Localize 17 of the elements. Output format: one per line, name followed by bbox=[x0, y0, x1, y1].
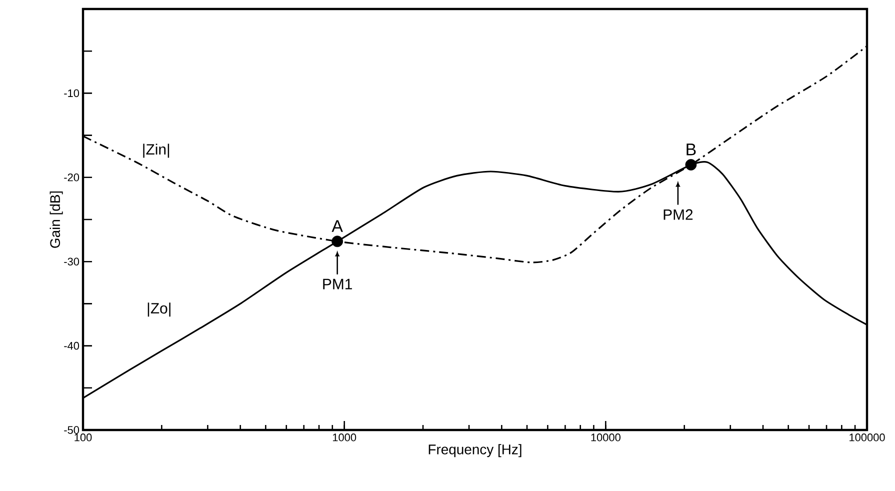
y-axis-title: Gain [dB] bbox=[50, 191, 63, 248]
annotation: PM1 bbox=[323, 278, 352, 290]
x-tick-label: 100000 bbox=[850, 434, 885, 442]
annotation: PM2 bbox=[664, 209, 693, 220]
x-tick-label: 10000 bbox=[591, 434, 620, 442]
series-label: |Zo| bbox=[148, 302, 170, 317]
y-tick-label: -50 bbox=[64, 426, 80, 434]
x-tick-label: 100 bbox=[74, 434, 92, 442]
series-label: |Zin| bbox=[143, 144, 170, 158]
y-tick-label: -20 bbox=[64, 174, 80, 182]
x-axis-title: Frequency [Hz] bbox=[428, 444, 522, 458]
annotation: B bbox=[686, 144, 696, 156]
y-tick-label: -30 bbox=[64, 258, 80, 266]
y-tick-label: -10 bbox=[64, 89, 80, 98]
y-tick-label: -40 bbox=[64, 342, 80, 350]
x-tick-label: 1000 bbox=[332, 434, 356, 442]
annotation: A bbox=[332, 220, 343, 232]
